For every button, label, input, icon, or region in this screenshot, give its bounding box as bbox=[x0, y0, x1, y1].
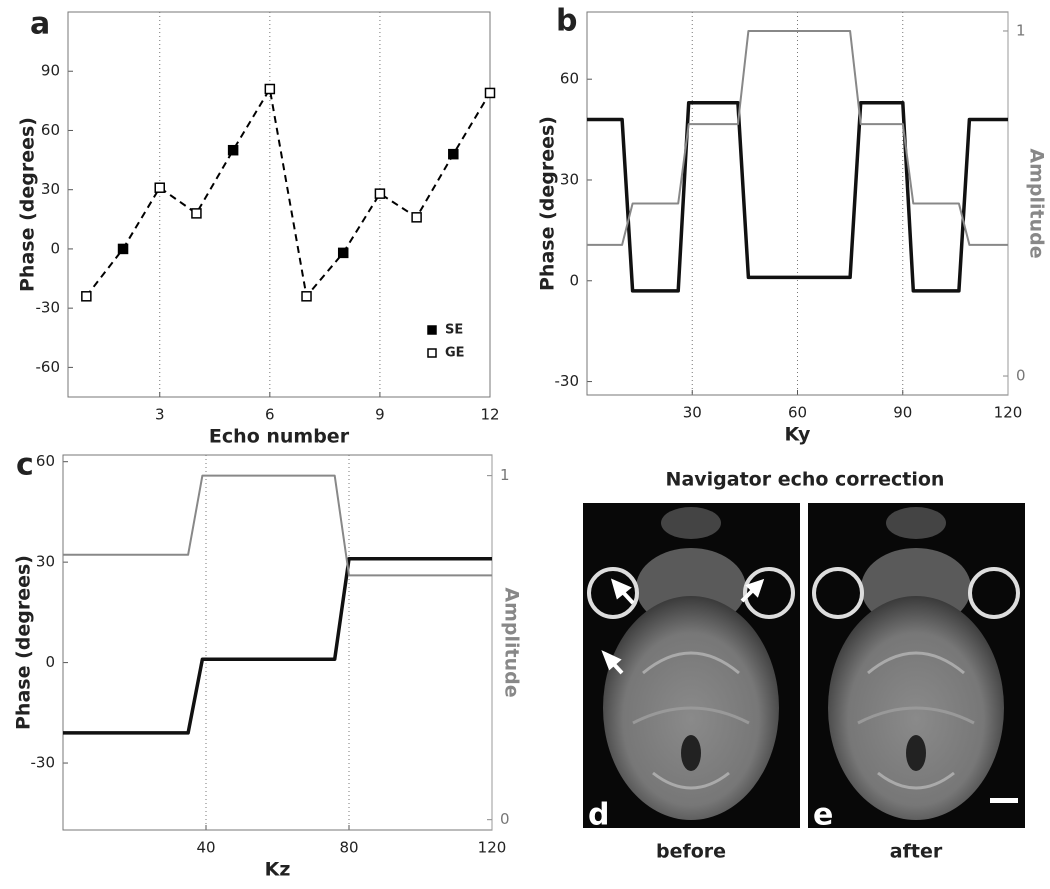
data-line bbox=[587, 30, 1008, 246]
y-tick-label: 30 bbox=[41, 180, 60, 198]
data-line bbox=[85, 86, 491, 299]
y-tick-label: -30 bbox=[31, 754, 56, 772]
images-title: Navigator echo correction bbox=[666, 469, 945, 491]
y-axis-label: Phase (degrees) bbox=[537, 116, 559, 291]
legend-marker bbox=[427, 325, 437, 335]
image-panels: Navigator echo correction d e before aft… bbox=[581, 469, 1027, 863]
arrows bbox=[601, 578, 765, 675]
y-axis-label: Phase (degrees) bbox=[13, 555, 35, 730]
y2-axis-label: Amplitude bbox=[1026, 148, 1048, 258]
y-tick-label: 0 bbox=[45, 653, 55, 671]
plot-frame bbox=[67, 11, 491, 398]
y2-tick-label: 0 bbox=[500, 810, 510, 828]
data-point bbox=[448, 148, 459, 160]
data-line bbox=[587, 100, 1008, 293]
x-tick-label: 6 bbox=[265, 406, 275, 424]
legend-label: GE bbox=[445, 346, 465, 361]
panel-letter: b bbox=[556, 4, 577, 39]
legend-label: SE bbox=[445, 323, 463, 338]
x-tick-label: 3 bbox=[155, 406, 165, 424]
data-point bbox=[191, 208, 202, 219]
y-tick-label: -60 bbox=[36, 358, 61, 376]
y-tick-label: -30 bbox=[555, 372, 580, 390]
data-point bbox=[264, 83, 276, 95]
x-tick-label: 120 bbox=[994, 404, 1023, 422]
data-point bbox=[337, 247, 349, 259]
legend-marker bbox=[427, 348, 437, 358]
y2-tick-label: 1 bbox=[500, 466, 510, 484]
y2-axis-label: Amplitude bbox=[501, 587, 523, 697]
y2-tick-label: 0 bbox=[1016, 367, 1026, 385]
x-tick-label: 80 bbox=[339, 839, 358, 857]
y2-tick-label: 1 bbox=[1016, 21, 1026, 39]
y-tick-label: 60 bbox=[41, 121, 60, 139]
data-point bbox=[374, 188, 386, 199]
data-point bbox=[484, 87, 496, 99]
data-point bbox=[227, 144, 239, 156]
panel-letter: c bbox=[16, 448, 34, 483]
y-tick-label: 30 bbox=[560, 170, 579, 188]
x-tick-label: 30 bbox=[683, 404, 702, 422]
y-tick-label: 90 bbox=[41, 62, 60, 80]
data-point bbox=[154, 182, 165, 193]
x-tick-label: 60 bbox=[788, 404, 807, 422]
caption: before bbox=[656, 841, 726, 863]
y-tick-label: 0 bbox=[569, 271, 579, 289]
x-tick-label: 90 bbox=[893, 404, 912, 422]
data-point bbox=[81, 291, 92, 302]
y-tick-label: 30 bbox=[36, 553, 55, 571]
scale-bar bbox=[990, 798, 1018, 803]
caption: after bbox=[890, 841, 943, 863]
y-tick-label: -30 bbox=[36, 299, 61, 317]
y-tick-label: 60 bbox=[36, 452, 55, 470]
x-axis-label: Ky bbox=[785, 424, 812, 446]
y-axis-label: Phase (degrees) bbox=[17, 117, 39, 292]
data-point bbox=[301, 291, 312, 302]
x-tick-label: 40 bbox=[196, 839, 215, 857]
y-tick-label: 60 bbox=[560, 70, 579, 88]
plot-frame bbox=[62, 454, 493, 831]
data-line bbox=[63, 557, 492, 735]
x-axis-label: Echo number bbox=[209, 426, 350, 448]
data-point bbox=[411, 212, 422, 223]
image-after bbox=[806, 501, 1027, 830]
panel-letter: e bbox=[813, 798, 833, 833]
x-tick-label: 120 bbox=[478, 839, 507, 857]
data-line bbox=[63, 474, 492, 577]
data-point bbox=[117, 243, 129, 255]
panel-letter: a bbox=[30, 7, 50, 42]
panel-letter: d bbox=[588, 798, 609, 833]
y-tick-label: 0 bbox=[50, 239, 60, 257]
x-tick-label: 9 bbox=[375, 406, 385, 424]
x-axis-label: Kz bbox=[265, 859, 291, 881]
x-tick-label: 12 bbox=[480, 406, 499, 424]
